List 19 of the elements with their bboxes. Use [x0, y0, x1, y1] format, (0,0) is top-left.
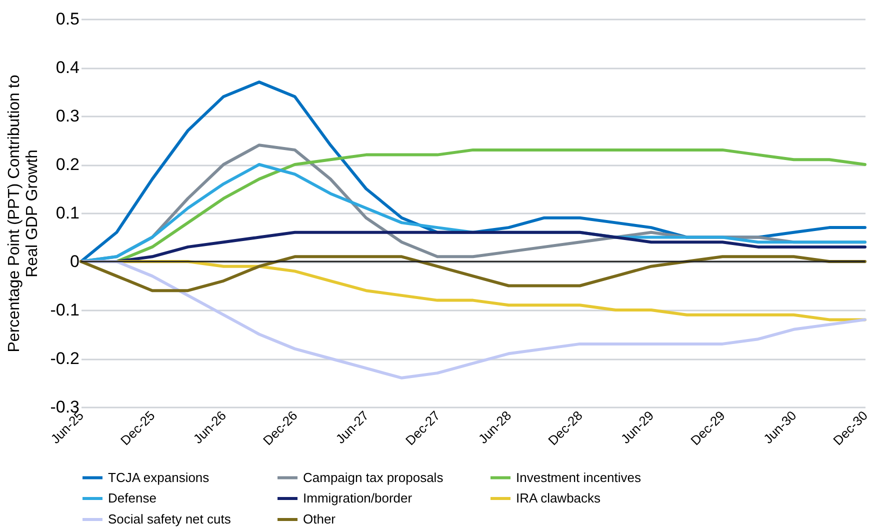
legend-label: IRA clawbacks	[516, 490, 602, 506]
legend-label: Social safety net cuts	[108, 512, 232, 526]
legend-label: Defense	[108, 490, 156, 506]
line-series	[80, 255, 866, 292]
y-tick-label: -0.1	[50, 300, 80, 320]
legend-label: Other	[303, 512, 336, 526]
legend-label: TCJA expansions	[108, 470, 210, 485]
legend-label: Investment incentives	[516, 470, 642, 485]
y-tick-label: 0.4	[56, 58, 80, 77]
y-tick-label: 0.5	[56, 10, 80, 28]
y-tick-label: 0.2	[56, 155, 80, 174]
y-tick-label: 0.1	[56, 204, 80, 222]
legend-label: Immigration/border	[303, 490, 413, 506]
y-tick-label: 0.3	[56, 106, 80, 126]
y-tick-label: -0.2	[50, 349, 80, 368]
legend-label: Campaign tax proposals	[303, 470, 444, 485]
y-axis-title: Percentage Point (PPT) Contribution to Real GDP Growth	[6, 74, 42, 352]
y-tick-label: 0	[70, 252, 80, 271]
line-series	[80, 260, 866, 380]
